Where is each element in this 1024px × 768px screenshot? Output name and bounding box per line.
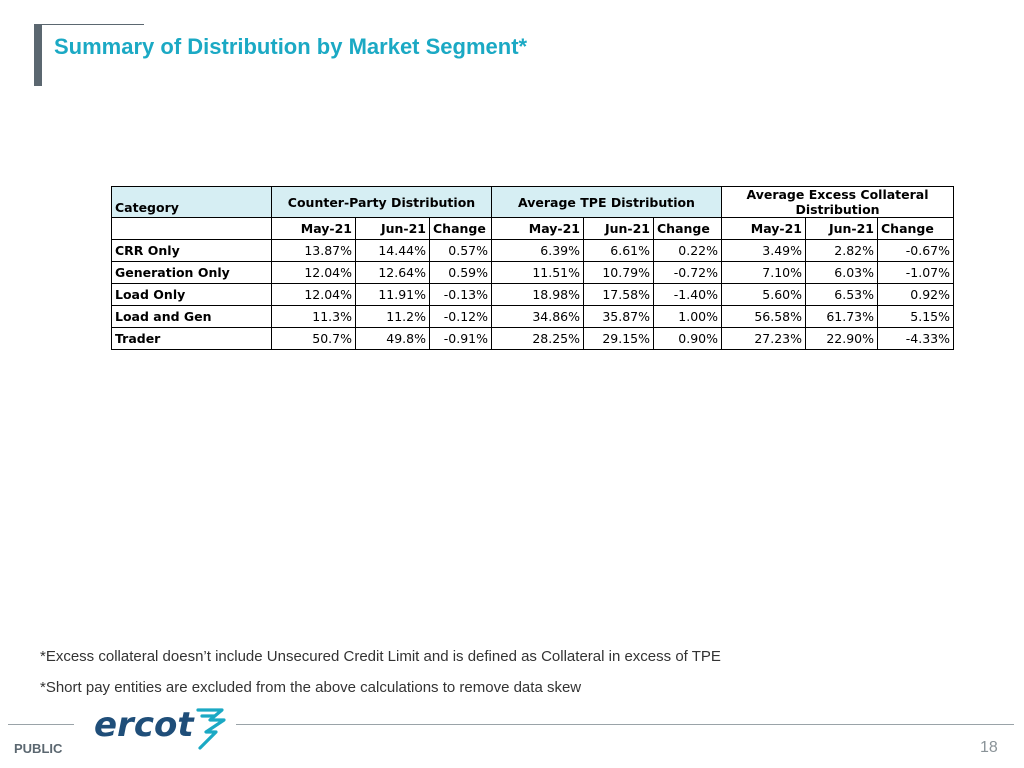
subheader-row: May-21 Jun-21 Change May-21 Jun-21 Chang… xyxy=(111,217,954,240)
exc-cell: 7.10% xyxy=(721,261,806,284)
footer-rule-left xyxy=(8,724,74,725)
avg-excess-collateral-header-line1: Average Excess Collateral xyxy=(746,187,929,202)
tpe-cell: -1.40% xyxy=(653,283,722,306)
cp-cell: 12.64% xyxy=(355,261,430,284)
table-row: Load Only 12.04% 11.91% -0.13% 18.98% 17.58% -… xyxy=(111,283,954,306)
table-row: Generation Only 12.04% 12.64% 0.59% 11.51% 10… xyxy=(111,261,954,284)
table-row: Load and Gen 11.3% 11.2% -0.12% 34.86% 35.87%… xyxy=(111,305,954,328)
group-header-row: Category Counter-Party Distribution Aver… xyxy=(111,186,954,218)
footer-rule-right xyxy=(236,724,1014,725)
cp-change-header: Change xyxy=(429,217,492,240)
tpe-cell: 6.39% xyxy=(491,239,584,262)
cp-cell: 11.3% xyxy=(271,305,356,328)
footnote-excess-collateral: *Excess collateral doesn’t include Unsec… xyxy=(40,648,721,665)
tpe-cell: 11.51% xyxy=(491,261,584,284)
table-row: Trader 50.7% 49.8% -0.91% 28.25% 29.15% 0.90% 2… xyxy=(111,327,954,350)
tpe-change-header: Change xyxy=(653,217,722,240)
cp-cell: 14.44% xyxy=(355,239,430,262)
exc-cell: 5.15% xyxy=(877,305,954,328)
exc-cell: 6.53% xyxy=(805,283,878,306)
cp-cell: 0.59% xyxy=(429,261,492,284)
tpe-cell: 17.58% xyxy=(583,283,654,306)
table-body: CRR Only 13.87% 14.44% 0.57% 6.39% 6.61% 0.22%… xyxy=(111,239,954,350)
cp-cell: 12.04% xyxy=(271,261,356,284)
exc-cell: -0.67% xyxy=(877,239,954,262)
exc-cell: 0.92% xyxy=(877,283,954,306)
exc-cell: 22.90% xyxy=(805,327,878,350)
cp-jun-header: Jun-21 xyxy=(355,217,430,240)
ercot-bolt-icon xyxy=(196,708,226,750)
table-row: CRR Only 13.87% 14.44% 0.57% 6.39% 6.61% 0.22%… xyxy=(111,239,954,262)
avg-excess-collateral-header-line2: Distribution xyxy=(795,202,880,217)
avg-tpe-header: Average TPE Distribution xyxy=(491,186,722,218)
exc-cell: 56.58% xyxy=(721,305,806,328)
tpe-cell: 35.87% xyxy=(583,305,654,328)
cp-cell: 0.57% xyxy=(429,239,492,262)
cp-cell: 12.04% xyxy=(271,283,356,306)
page-title: Summary of Distribution by Market Segmen… xyxy=(54,34,528,59)
exc-cell: -4.33% xyxy=(877,327,954,350)
exc-cell: 5.60% xyxy=(721,283,806,306)
footnote-short-pay: *Short pay entities are excluded from th… xyxy=(40,679,582,696)
exc-cell: 6.03% xyxy=(805,261,878,284)
tpe-may-header: May-21 xyxy=(491,217,584,240)
exc-jun-header: Jun-21 xyxy=(805,217,878,240)
title-accent-bar xyxy=(34,24,42,86)
tpe-jun-header: Jun-21 xyxy=(583,217,654,240)
tpe-cell: 10.79% xyxy=(583,261,654,284)
tpe-cell: 0.22% xyxy=(653,239,722,262)
exc-cell: 3.49% xyxy=(721,239,806,262)
cp-cell: 49.8% xyxy=(355,327,430,350)
distribution-table: Category Counter-Party Distribution Aver… xyxy=(111,186,954,350)
tpe-cell: 34.86% xyxy=(491,305,584,328)
exc-change-header: Change xyxy=(877,217,954,240)
row-category: CRR Only xyxy=(111,239,272,262)
avg-excess-collateral-header: Average Excess Collateral Distribution xyxy=(721,186,954,218)
tpe-cell: 6.61% xyxy=(583,239,654,262)
title-rule xyxy=(34,24,144,25)
cp-may-header: May-21 xyxy=(271,217,356,240)
tpe-cell: 29.15% xyxy=(583,327,654,350)
exc-cell: 27.23% xyxy=(721,327,806,350)
ercot-logo-text: ercot xyxy=(94,705,195,745)
row-category: Load and Gen xyxy=(111,305,272,328)
category-header: Category xyxy=(111,186,272,218)
counter-party-header: Counter-Party Distribution xyxy=(271,186,492,218)
cp-cell: -0.91% xyxy=(429,327,492,350)
row-category: Trader xyxy=(111,327,272,350)
tpe-cell: 1.00% xyxy=(653,305,722,328)
exc-cell: 2.82% xyxy=(805,239,878,262)
tpe-cell: 18.98% xyxy=(491,283,584,306)
row-category: Generation Only xyxy=(111,261,272,284)
row-category: Load Only xyxy=(111,283,272,306)
cp-cell: 50.7% xyxy=(271,327,356,350)
exc-may-header: May-21 xyxy=(721,217,806,240)
cp-cell: -0.12% xyxy=(429,305,492,328)
exc-cell: 61.73% xyxy=(805,305,878,328)
ercot-logo: ercot xyxy=(94,705,226,750)
cp-cell: 13.87% xyxy=(271,239,356,262)
tpe-cell: 0.90% xyxy=(653,327,722,350)
tpe-cell: -0.72% xyxy=(653,261,722,284)
classification-label: PUBLIC xyxy=(14,741,63,756)
cp-cell: 11.91% xyxy=(355,283,430,306)
cp-cell: 11.2% xyxy=(355,305,430,328)
subheader-blank xyxy=(111,217,272,240)
page-number: 18 xyxy=(980,739,998,756)
cp-cell: -0.13% xyxy=(429,283,492,306)
exc-cell: -1.07% xyxy=(877,261,954,284)
tpe-cell: 28.25% xyxy=(491,327,584,350)
